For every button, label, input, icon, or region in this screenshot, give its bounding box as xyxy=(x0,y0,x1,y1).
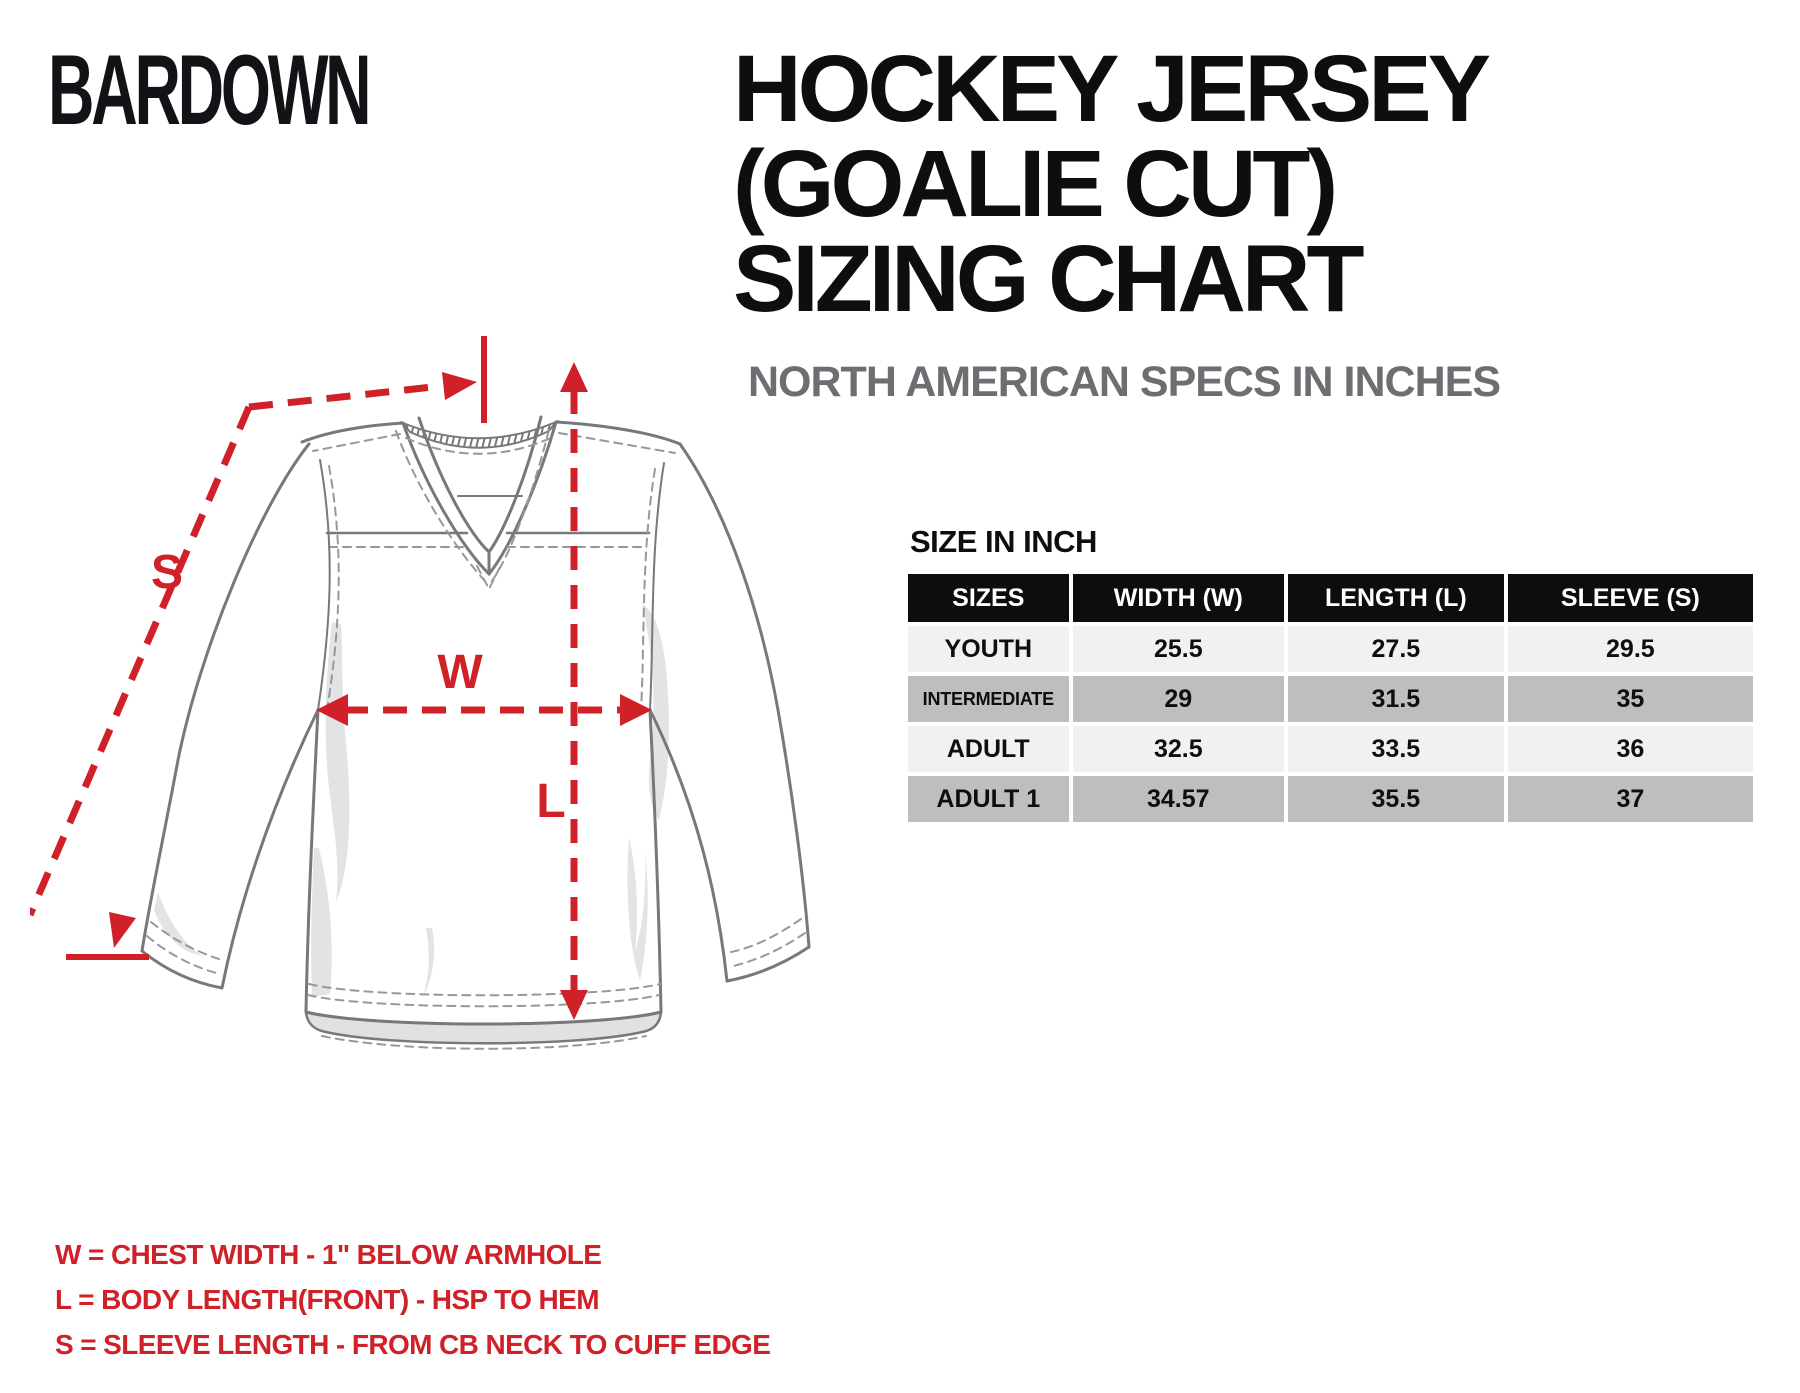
page-title-line-2: (GOALIE CUT) xyxy=(733,131,1338,237)
sleeve-label: S xyxy=(151,546,183,599)
sleeve-cell: 36 xyxy=(1503,726,1753,772)
table-row: YOUTH 25.5 27.5 29.5 xyxy=(908,626,1753,672)
column-header-sizes: SIZES xyxy=(908,574,1069,622)
width-cell: 25.5 xyxy=(1068,626,1285,672)
sleeve-measure-line: S xyxy=(30,336,487,960)
length-cell: 31.5 xyxy=(1284,676,1504,722)
width-cell: 34.57 xyxy=(1068,776,1285,822)
measurement-legend: W = CHEST WIDTH - 1" BELOW ARMHOLE L = B… xyxy=(55,1232,771,1367)
legend-line-s: S = SLEEVE LENGTH - FROM CB NECK TO CUFF… xyxy=(55,1329,771,1360)
length-cell: 27.5 xyxy=(1284,626,1504,672)
width-cell: 29 xyxy=(1068,676,1285,722)
page-title-line-3: SIZING CHART xyxy=(733,226,1365,332)
column-header-width: WIDTH (W) xyxy=(1068,574,1285,622)
width-label: W xyxy=(437,646,483,699)
size-table-section: SIZE IN INCH SIZES WIDTH (W) LENGTH (L) … xyxy=(908,524,1753,826)
size-cell: INTERMEDIATE xyxy=(908,676,1069,722)
jersey-collar xyxy=(399,415,560,592)
legend-line-w: W = CHEST WIDTH - 1" BELOW ARMHOLE xyxy=(55,1239,602,1270)
length-measure-line: L xyxy=(536,362,588,1020)
size-cell: ADULT xyxy=(908,726,1069,772)
length-cell: 35.5 xyxy=(1284,776,1504,822)
page-title: HOCKEY JERSEY (GOALIE CUT) SIZING CHART xyxy=(733,36,1491,332)
sleeve-cell: 29.5 xyxy=(1503,626,1753,672)
arrowhead-left xyxy=(316,694,348,726)
size-cell: ADULT 1 xyxy=(908,776,1069,822)
arrowhead-right xyxy=(620,694,652,726)
size-cell: YOUTH xyxy=(908,626,1069,672)
length-label: L xyxy=(536,775,565,828)
page-subtitle: NORTH AMERICAN SPECS IN INCHES xyxy=(748,358,1501,406)
jersey-diagram: S W L xyxy=(30,336,811,1050)
bardown-logo: BARDOWN xyxy=(48,40,541,139)
header-row: SIZES WIDTH (W) LENGTH (L) SLEEVE (S) xyxy=(908,574,1753,622)
page-title-line-1: HOCKEY JERSEY xyxy=(733,36,1491,142)
arrowhead-up xyxy=(560,362,588,392)
table-row: INTERMEDIATE 29 31.5 35 xyxy=(908,676,1753,722)
table-row: ADULT 1 34.57 35.5 37 xyxy=(908,776,1753,822)
jersey-shading xyxy=(154,604,669,998)
arrowhead-right xyxy=(442,372,477,400)
table-row: ADULT 32.5 33.5 36 xyxy=(908,726,1753,772)
jersey-drop-tail xyxy=(304,1010,663,1045)
legend-line-l: L = BODY LENGTH(FRONT) - HSP TO HEM xyxy=(55,1284,600,1315)
sleeve-cell: 37 xyxy=(1503,776,1753,822)
table-caption: SIZE IN INCH xyxy=(910,524,1097,559)
column-header-length: LENGTH (L) xyxy=(1284,574,1504,622)
width-cell: 32.5 xyxy=(1068,726,1285,772)
bardown-logo-text: BARDOWN xyxy=(48,34,372,145)
length-cell: 33.5 xyxy=(1284,726,1504,772)
jersey-stitching xyxy=(146,429,806,1008)
size-table: SIZES WIDTH (W) LENGTH (L) SLEEVE (S) YO… xyxy=(908,570,1753,826)
width-measure-line: W xyxy=(316,646,652,726)
column-header-sleeve: SLEEVE (S) xyxy=(1503,574,1753,622)
jersey-outline xyxy=(140,420,811,1026)
arrowhead-down xyxy=(560,990,588,1020)
sleeve-cell: 35 xyxy=(1503,676,1753,722)
arrowhead-down xyxy=(109,912,136,948)
